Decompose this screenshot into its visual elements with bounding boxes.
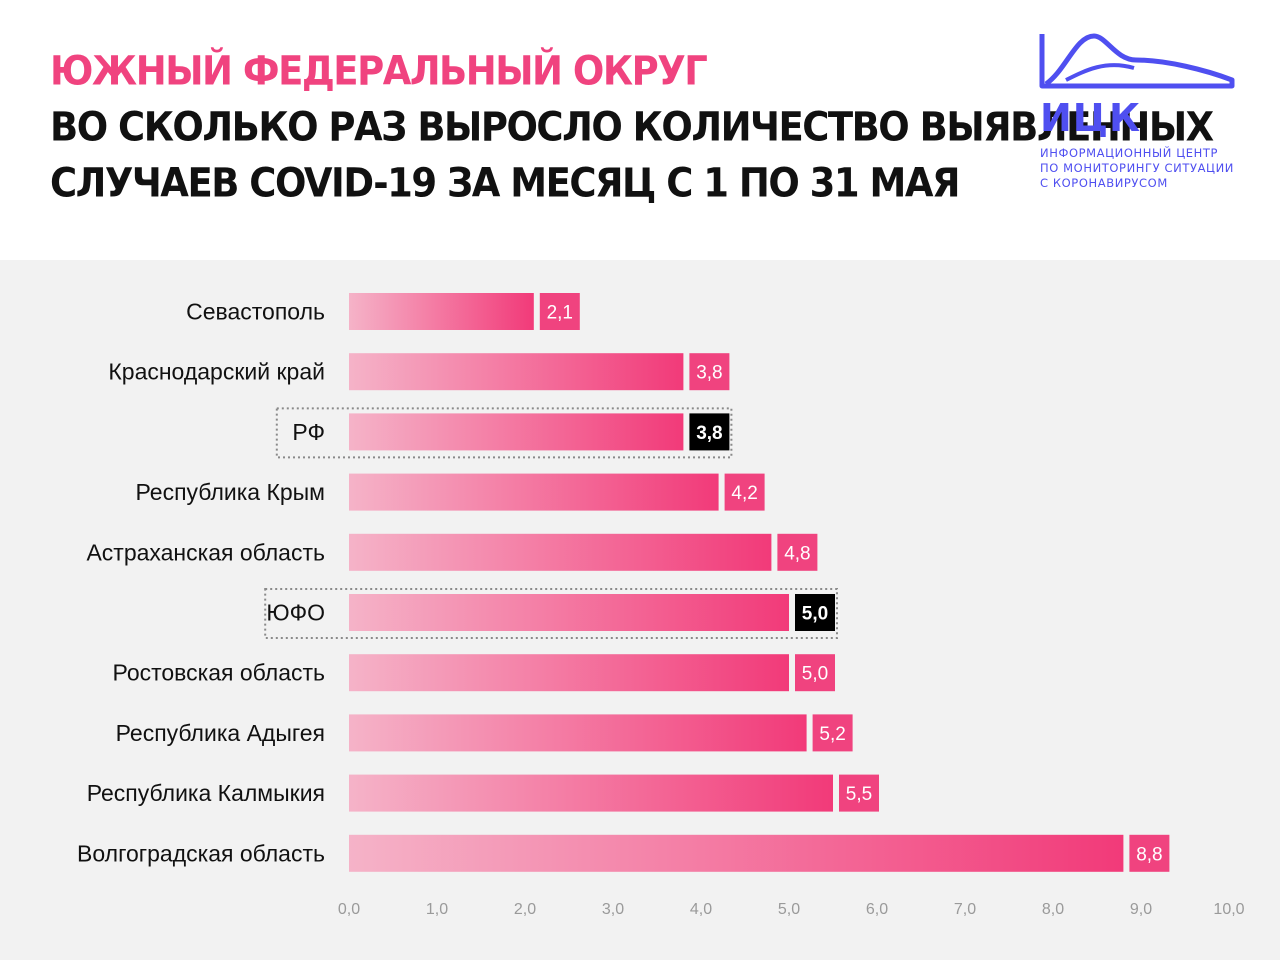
logo-text-line-3: С КОРОНАВИРУСОМ bbox=[1040, 176, 1168, 190]
bar bbox=[349, 353, 684, 391]
value-label-background bbox=[1129, 834, 1170, 872]
category-label: Республика Крым bbox=[135, 479, 325, 505]
value-label: 3,8 bbox=[696, 423, 722, 444]
x-tick-label: 1,0 bbox=[426, 901, 448, 918]
bar bbox=[349, 293, 534, 330]
bar bbox=[349, 533, 772, 571]
bar bbox=[349, 594, 789, 631]
bar-chart: Севастополь 2,1 Краснодарский край 3,8 РФ 3,8… bbox=[77, 293, 1245, 918]
category-label: РФ bbox=[292, 419, 325, 445]
logo-text-line-1: ИНФОРМАЦИОННЫЙ ЦЕНТР bbox=[1040, 146, 1219, 160]
value-label-background bbox=[777, 533, 818, 571]
value-label: 5,5 bbox=[846, 784, 872, 805]
chart-title-line-2: СЛУЧАЕВ COVID-19 ЗА МЕСЯЦ С 1 ПО 31 МАЯ bbox=[50, 160, 960, 207]
value-label: 5,2 bbox=[819, 724, 845, 745]
region-title: ЮЖНЫЙ ФЕДЕРАЛЬНЫЙ ОКРУГ bbox=[50, 48, 708, 95]
x-tick-label: 5,0 bbox=[778, 901, 800, 918]
x-tick-label: 4,0 bbox=[690, 901, 712, 918]
category-label: ЮФО bbox=[266, 600, 325, 626]
bar bbox=[349, 714, 807, 752]
bar bbox=[349, 473, 719, 511]
value-label-background bbox=[539, 293, 580, 330]
bar bbox=[349, 654, 789, 692]
x-tick-label: 6,0 bbox=[866, 901, 888, 918]
chart-title-line-1: ВО СКОЛЬКО РАЗ ВЫРОСЛО КОЛИЧЕСТВО ВЫЯВЛЕ… bbox=[50, 104, 1214, 151]
bar bbox=[349, 834, 1124, 872]
value-label-background bbox=[795, 594, 835, 631]
value-label: 3,8 bbox=[696, 363, 722, 384]
category-label: Астраханская область bbox=[86, 539, 325, 565]
category-label: Севастополь bbox=[186, 299, 325, 325]
highlight-box bbox=[275, 407, 733, 459]
x-tick-label: 2,0 bbox=[514, 901, 536, 918]
logo-text-line-2: ПО МОНИТОРИНГУ СИТУАЦИИ bbox=[1040, 161, 1234, 175]
value-label: 5,0 bbox=[802, 604, 828, 625]
value-label-background bbox=[839, 774, 879, 812]
value-label-background bbox=[689, 353, 730, 391]
value-label: 4,8 bbox=[784, 543, 810, 564]
bar bbox=[349, 774, 833, 812]
x-tick-label: 9,0 bbox=[1130, 901, 1152, 918]
header: ЮЖНЫЙ ФЕДЕРАЛЬНЫЙ ОКРУГ ВО СКОЛЬКО РАЗ В… bbox=[0, 0, 1280, 260]
x-tick-label: 0,0 bbox=[338, 901, 360, 918]
value-label-background bbox=[812, 714, 853, 752]
chart-area: Севастополь 2,1 Краснодарский край 3,8 РФ 3,8… bbox=[0, 260, 1280, 960]
value-label: 8,8 bbox=[1136, 844, 1162, 865]
x-tick-label: 3,0 bbox=[602, 901, 624, 918]
bar bbox=[349, 413, 684, 451]
category-label: Ростовская область bbox=[112, 660, 325, 686]
x-tick-label: 8,0 bbox=[1042, 901, 1064, 918]
value-label: 5,0 bbox=[802, 664, 828, 685]
x-tick-label: 10,0 bbox=[1213, 901, 1244, 918]
logo-abbreviation: ИЦК bbox=[1040, 96, 1142, 140]
x-tick-label: 7,0 bbox=[954, 901, 976, 918]
value-label: 4,2 bbox=[731, 483, 757, 504]
logo-wave-icon bbox=[1039, 33, 1235, 89]
category-label: Республика Калмыкия bbox=[87, 780, 325, 806]
value-label-background bbox=[689, 413, 730, 451]
highlight-box bbox=[264, 588, 838, 639]
category-label: Волгоградская область bbox=[77, 840, 325, 866]
category-label: Краснодарский край bbox=[108, 359, 325, 385]
value-label-background bbox=[795, 654, 835, 692]
value-label-background bbox=[724, 473, 765, 511]
category-label: Республика Адыгея bbox=[116, 720, 325, 746]
value-label: 2,1 bbox=[547, 303, 573, 324]
